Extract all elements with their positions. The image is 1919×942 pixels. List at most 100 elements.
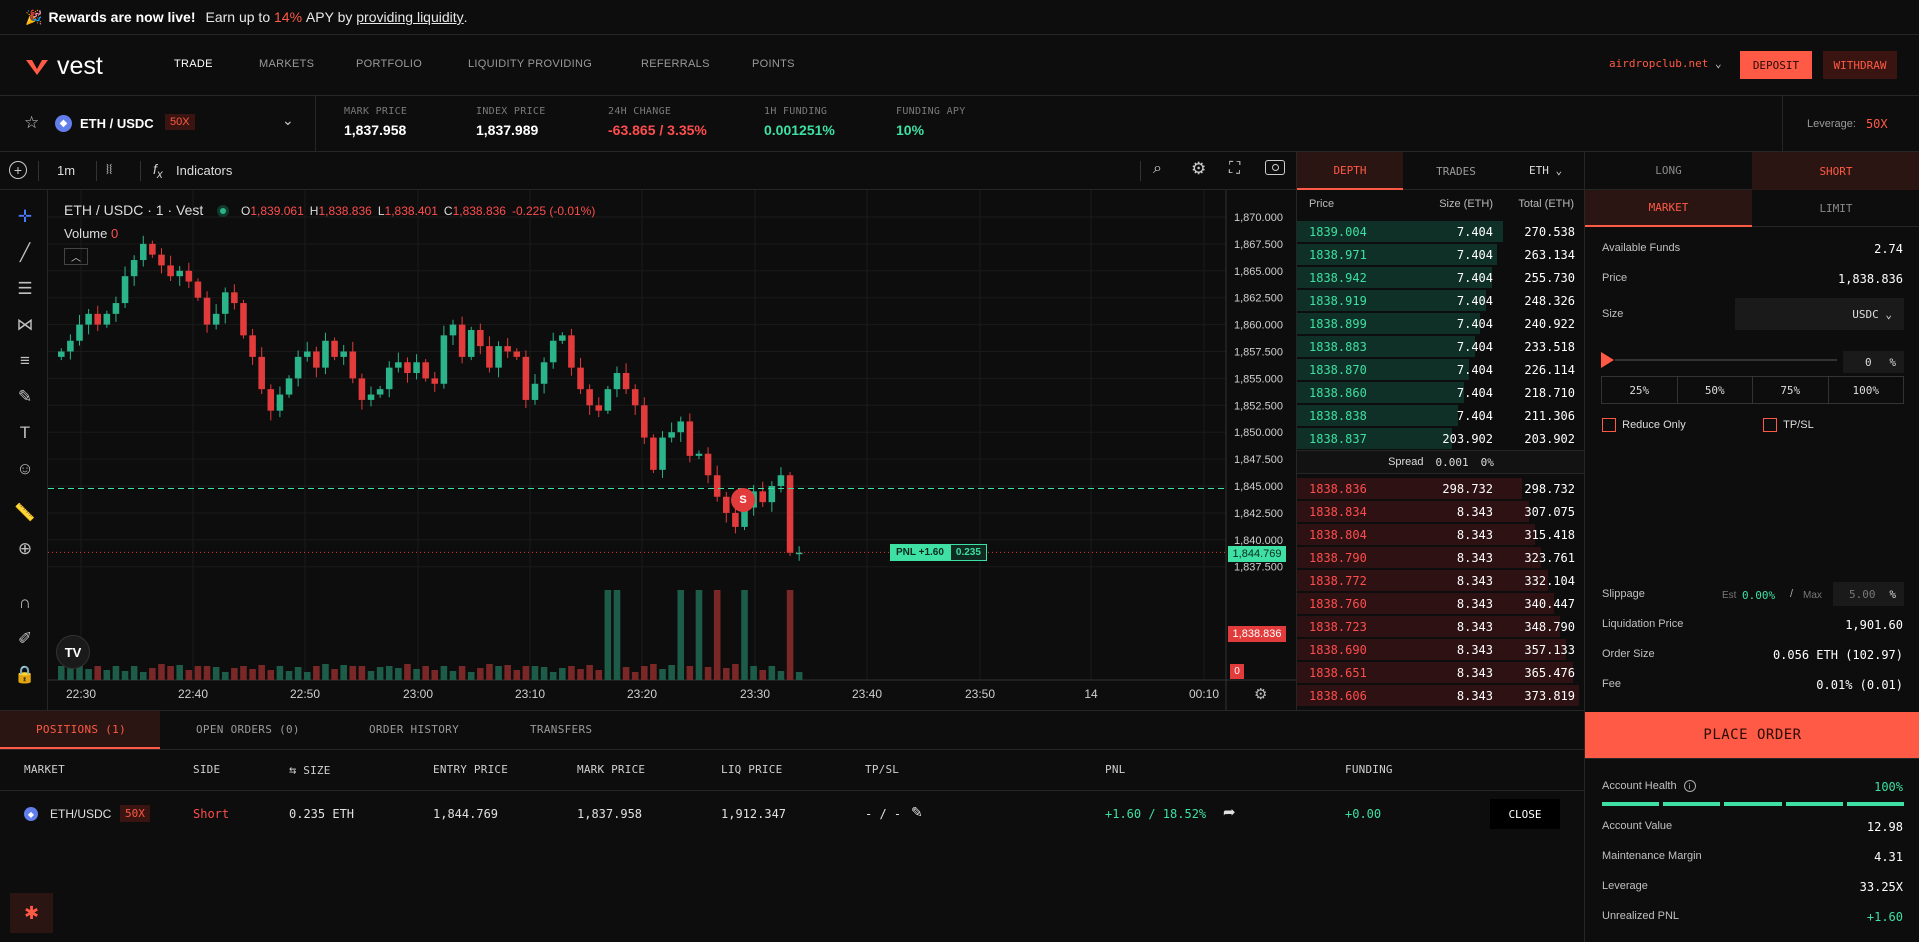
bid-row[interactable]: 1838.971 7.404 263.134 (1297, 243, 1585, 266)
price-chart[interactable]: 1,870.000 1,867.500 1,865.000 1,862.500 1,86… (48, 190, 1296, 710)
account-dropdown[interactable]: airdropclub.net ⌄ (1609, 57, 1722, 70)
providing-liquidity-link[interactable]: providing liquidity (356, 9, 464, 25)
size-slider[interactable] (1601, 352, 1837, 368)
ask-row[interactable]: 1838.834 8.343 307.075 (1297, 500, 1585, 523)
nav-points[interactable]: POINTS (752, 58, 795, 70)
camera-icon[interactable] (1265, 160, 1285, 175)
brush-icon[interactable]: ✎ (17, 387, 33, 406)
bid-row[interactable]: 1838.837 203.902 203.902 (1297, 427, 1585, 450)
leverage-control[interactable]: Leverage: 50X (1782, 96, 1919, 152)
text-icon[interactable]: T (19, 423, 31, 442)
market-bar: ☆ ◆ ETH / USDC 50X ⌄ MARK PRICE 1,837.958… (0, 96, 1919, 152)
volume-bar (167, 666, 174, 680)
ask-row[interactable]: 1838.772 8.343 332.104 (1297, 569, 1585, 592)
bug-report-button[interactable]: ✱ (10, 893, 53, 933)
candlestick-chart[interactable]: 1,870.000 1,867.500 1,865.000 1,862.500 1,86… (48, 190, 1296, 710)
stat-label: MARK PRICE (344, 106, 408, 117)
volume-bar (349, 666, 357, 680)
ask-row[interactable]: 1838.836 298.732 298.732 (1297, 477, 1585, 500)
asset-dropdown[interactable]: ETH ⌄ (1529, 164, 1562, 177)
tab-order-history[interactable]: ORDER HISTORY (369, 723, 459, 736)
fullscreen-icon[interactable]: ⛶ (1229, 160, 1241, 177)
reduce-only-checkbox[interactable]: Reduce Only (1602, 418, 1686, 432)
tab-limit[interactable]: LIMIT (1752, 190, 1919, 227)
bid-row[interactable]: 1839.004 7.404 270.538 (1297, 220, 1585, 243)
tab-depth[interactable]: DEPTH (1297, 152, 1403, 190)
ruler-icon[interactable]: 📏 (14, 503, 36, 522)
tab-open-orders[interactable]: OPEN ORDERS (0) (196, 723, 300, 736)
ask-row[interactable]: 1838.804 8.343 315.418 (1297, 523, 1585, 546)
indicators-button[interactable]: Indicators (176, 163, 233, 178)
chevron-down-icon[interactable]: ⌄ (282, 112, 294, 128)
size-percent-input[interactable]: 0% (1843, 351, 1904, 373)
ask-row[interactable]: 1838.651 8.343 365.476 (1297, 661, 1585, 684)
quick-search-icon[interactable]: ⌕ (1153, 160, 1162, 177)
chart-settings-icon[interactable]: ⚙ (1254, 686, 1268, 703)
ask-row[interactable]: 1838.790 8.343 323.761 (1297, 546, 1585, 569)
bid-row[interactable]: 1838.919 7.404 248.326 (1297, 289, 1585, 312)
fib-icon[interactable]: ≡ (20, 351, 30, 370)
position-line-label[interactable]: PNL +1.60 0.235 (890, 544, 987, 561)
ask-row[interactable]: 1838.723 8.343 348.790 (1297, 615, 1585, 638)
magnet-icon[interactable]: ∩ (18, 593, 32, 612)
quick-100-button[interactable]: 100% (1852, 383, 1880, 397)
zoom-in-icon[interactable]: ⊕ (17, 539, 33, 558)
trendline-icon[interactable]: ╱ (19, 243, 31, 262)
slider-handle-icon[interactable] (1601, 352, 1614, 368)
add-symbol-icon[interactable]: + (9, 161, 27, 179)
size-unit-dropdown[interactable]: USDC ⌄ (1735, 298, 1904, 330)
star-icon[interactable]: ☆ (24, 113, 40, 132)
bid-row[interactable]: 1838.942 7.404 255.730 (1297, 266, 1585, 289)
collapse-legend-button[interactable]: ︿ (64, 248, 88, 265)
horizontal-lines-icon[interactable]: ☰ (17, 279, 33, 298)
bid-row[interactable]: 1838.860 7.404 218.710 (1297, 381, 1585, 404)
bid-row[interactable]: 1838.838 7.404 211.306 (1297, 404, 1585, 427)
quick-75-button[interactable]: 75% (1753, 377, 1829, 403)
ask-row[interactable]: 1838.690 8.343 357.133 (1297, 638, 1585, 661)
tab-trades[interactable]: TRADES (1436, 164, 1476, 178)
tradingview-logo[interactable]: TV (56, 635, 90, 669)
place-order-button[interactable]: PLACE ORDER (1585, 712, 1919, 758)
nav-portfolio[interactable]: PORTFOLIO (356, 58, 423, 70)
lock-icon[interactable]: 🔒 (14, 665, 36, 684)
bid-row[interactable]: 1838.870 7.404 226.114 (1297, 358, 1585, 381)
volume-bar (395, 668, 402, 680)
indicators-icon[interactable]: fx (153, 161, 163, 181)
candle-type-icon[interactable]: ⧘⧙ (106, 161, 113, 178)
market-selector[interactable]: ☆ ◆ ETH / USDC 50X ⌄ (0, 96, 316, 152)
nav-referrals[interactable]: REFERRALS (641, 58, 710, 70)
tab-long[interactable]: LONG (1585, 152, 1752, 190)
deposit-button[interactable]: DEPOSIT (1740, 51, 1812, 79)
close-position-button[interactable]: CLOSE (1490, 799, 1560, 829)
swap-icon[interactable]: ⇆ (289, 763, 297, 777)
tab-short[interactable]: SHORT (1752, 152, 1919, 190)
quick-25-button[interactable]: 25% (1602, 377, 1678, 403)
tpsl-checkbox[interactable]: TP/SL (1763, 418, 1814, 432)
vest-logo[interactable]: vest (24, 52, 103, 81)
quick-50-button[interactable]: 50% (1678, 377, 1753, 403)
withdraw-button[interactable]: WITHDRAW (1823, 51, 1897, 79)
lock-drawing-icon[interactable]: ✐ (17, 629, 33, 648)
nav-liquidity-providing[interactable]: LIQUIDITY PROVIDING (468, 58, 593, 70)
settings-icon[interactable]: ⚙ (1191, 159, 1207, 178)
crosshair-icon[interactable]: ✛ (17, 207, 33, 226)
volume-bar (367, 671, 375, 680)
bid-row[interactable]: 1838.883 7.404 233.518 (1297, 335, 1585, 358)
max-slippage-input[interactable]: 5.00% (1833, 582, 1904, 606)
col-size[interactable]: ⇆ SIZE (289, 763, 331, 777)
ask-row[interactable]: 1838.760 8.343 340.447 (1297, 592, 1585, 615)
share-icon[interactable]: ➦ (1223, 804, 1236, 821)
nav-markets[interactable]: MARKETS (259, 58, 315, 70)
bid-row[interactable]: 1838.899 7.404 240.922 (1297, 312, 1585, 335)
info-icon[interactable]: i (1683, 780, 1696, 792)
nav-trade[interactable]: TRADE (174, 58, 213, 70)
sell-marker[interactable]: S (731, 488, 755, 512)
emoji-icon[interactable]: ☺ (16, 459, 34, 478)
pattern-icon[interactable]: ⋈ (16, 315, 34, 334)
ask-row[interactable]: 1838.606 8.343 373.819 (1297, 684, 1585, 707)
tab-positions[interactable]: POSITIONS (1) (36, 723, 126, 736)
edit-tpsl-icon[interactable]: ✎ (911, 804, 923, 820)
tab-market[interactable]: MARKET (1585, 190, 1752, 227)
interval-button[interactable]: 1m (57, 163, 76, 178)
tab-transfers[interactable]: TRANSFERS (530, 723, 593, 736)
